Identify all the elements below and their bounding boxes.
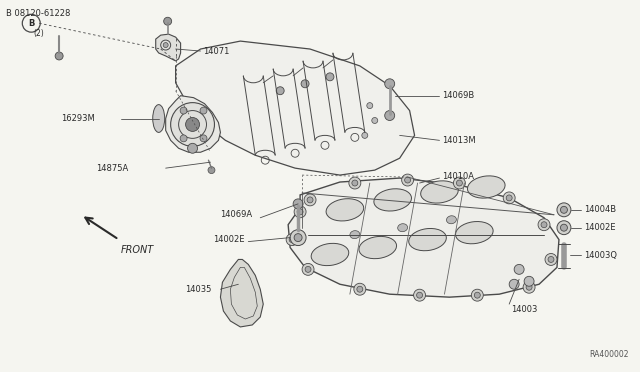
Text: RA400002: RA400002 [589, 350, 628, 359]
Circle shape [404, 177, 411, 183]
Circle shape [163, 42, 168, 48]
Circle shape [545, 253, 557, 265]
Circle shape [304, 194, 316, 206]
Circle shape [514, 264, 524, 274]
Ellipse shape [326, 199, 364, 221]
Circle shape [180, 135, 187, 142]
Circle shape [294, 206, 306, 218]
Text: B: B [28, 19, 35, 28]
Circle shape [524, 276, 534, 286]
Circle shape [301, 80, 309, 88]
Ellipse shape [409, 228, 446, 251]
Text: 14010A: 14010A [442, 171, 474, 180]
Circle shape [302, 263, 314, 275]
Circle shape [367, 103, 372, 109]
Circle shape [286, 234, 298, 246]
Text: 14013M: 14013M [442, 136, 476, 145]
Circle shape [307, 197, 313, 203]
Text: 14875A: 14875A [96, 164, 128, 173]
Circle shape [208, 167, 215, 174]
Circle shape [523, 281, 535, 293]
Ellipse shape [311, 243, 349, 266]
Circle shape [200, 135, 207, 142]
Circle shape [541, 222, 547, 228]
Ellipse shape [153, 105, 164, 132]
Circle shape [471, 289, 483, 301]
Circle shape [548, 256, 554, 262]
Text: 14003Q: 14003Q [584, 251, 617, 260]
Circle shape [326, 73, 334, 81]
Circle shape [294, 234, 302, 241]
Circle shape [413, 289, 426, 301]
Text: FRONT: FRONT [121, 244, 154, 254]
Circle shape [509, 279, 519, 289]
Text: 14035: 14035 [186, 285, 212, 294]
Circle shape [276, 87, 284, 95]
Text: 14002E: 14002E [584, 223, 615, 232]
Circle shape [55, 52, 63, 60]
Text: 14004B: 14004B [584, 205, 616, 214]
Circle shape [290, 230, 306, 246]
Circle shape [503, 192, 515, 204]
Circle shape [385, 79, 395, 89]
Text: 14069B: 14069B [442, 91, 475, 100]
Circle shape [506, 195, 512, 201]
Text: 14071: 14071 [204, 46, 230, 55]
Text: (2): (2) [33, 29, 44, 38]
Circle shape [293, 199, 303, 209]
Circle shape [526, 284, 532, 290]
Circle shape [456, 180, 462, 186]
Circle shape [557, 221, 571, 235]
Text: 14069A: 14069A [220, 210, 253, 219]
Circle shape [362, 132, 368, 138]
Polygon shape [288, 178, 559, 297]
Circle shape [385, 110, 395, 121]
Text: 16293M: 16293M [61, 114, 95, 123]
Text: 14002E: 14002E [214, 235, 245, 244]
Circle shape [289, 237, 295, 243]
Polygon shape [175, 41, 415, 175]
Ellipse shape [359, 237, 397, 259]
Polygon shape [156, 34, 180, 61]
Text: 14003: 14003 [511, 305, 538, 314]
Circle shape [453, 177, 465, 189]
Ellipse shape [374, 189, 412, 211]
Ellipse shape [397, 224, 408, 232]
Circle shape [372, 118, 378, 124]
Circle shape [352, 180, 358, 186]
Circle shape [417, 292, 422, 298]
Ellipse shape [456, 221, 493, 244]
Circle shape [538, 219, 550, 231]
Circle shape [354, 283, 366, 295]
Circle shape [305, 266, 311, 272]
Ellipse shape [350, 231, 360, 238]
Circle shape [171, 103, 214, 146]
Polygon shape [166, 96, 220, 152]
Ellipse shape [467, 176, 505, 198]
Circle shape [186, 118, 200, 131]
Circle shape [357, 286, 363, 292]
Circle shape [297, 209, 303, 215]
Circle shape [474, 292, 480, 298]
Circle shape [561, 206, 568, 213]
Circle shape [180, 107, 187, 114]
Circle shape [349, 177, 361, 189]
Circle shape [557, 203, 571, 217]
Text: B 08120-61228: B 08120-61228 [6, 9, 71, 18]
Circle shape [561, 224, 568, 231]
Circle shape [200, 107, 207, 114]
Polygon shape [220, 259, 263, 327]
Circle shape [188, 143, 198, 153]
Ellipse shape [447, 216, 456, 224]
Circle shape [164, 17, 172, 25]
Ellipse shape [420, 181, 458, 203]
Circle shape [402, 174, 413, 186]
